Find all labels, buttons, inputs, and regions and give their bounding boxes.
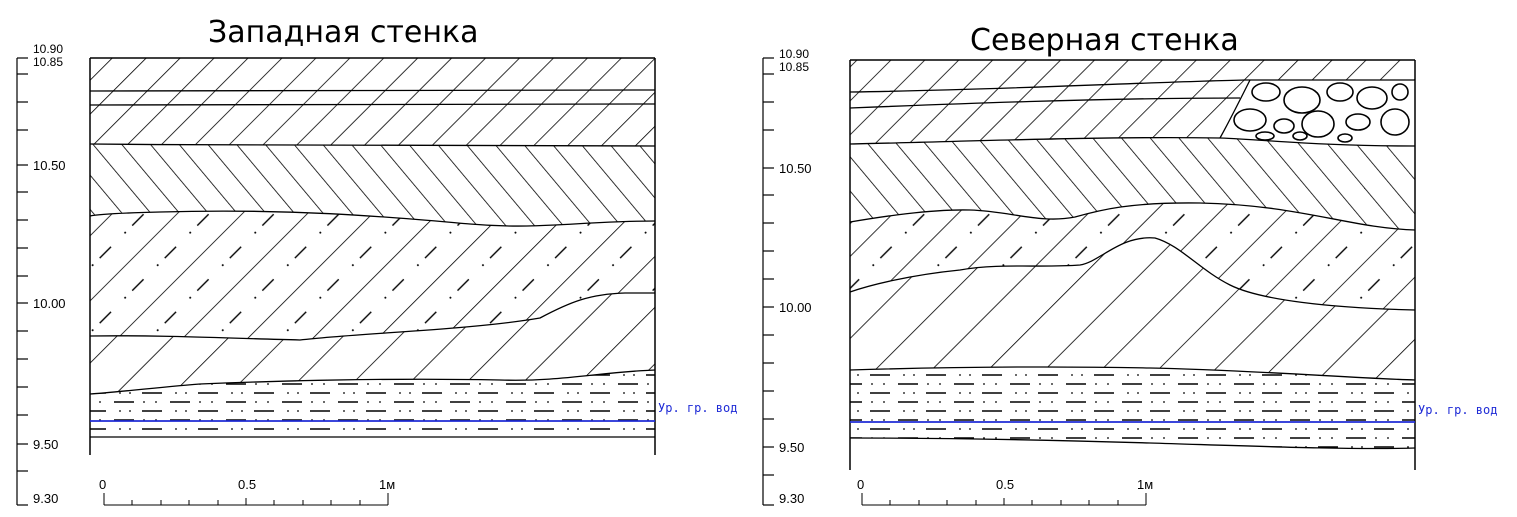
- scale-label: 0: [857, 477, 864, 492]
- layer-loam: [90, 211, 655, 340]
- scale-label: 1м: [379, 477, 395, 492]
- elevation-label: 9.50: [33, 437, 58, 452]
- panel-title: Северная стенка: [970, 23, 1239, 58]
- layer-clay: [850, 237, 1415, 380]
- scale-bar: 0 0.5 1м: [857, 477, 1153, 506]
- elevation-label: 10.90: [779, 47, 809, 61]
- scale-label: 0: [99, 477, 106, 492]
- north-wall-panel: Северная стенка: [762, 23, 1497, 506]
- elevation-label: 10.85: [779, 60, 809, 74]
- elevation-label: 10.50: [33, 158, 66, 173]
- water-level-label: Ур. гр. вод: [1418, 403, 1497, 417]
- elevation-axis: 10.90 10.85 10.50 10.00 9.50 9.30: [16, 42, 66, 506]
- west-wall-panel: Западная стенка: [16, 15, 737, 506]
- layer-loam: [850, 202, 1415, 310]
- elevation-label: 10.90: [33, 42, 63, 56]
- layer-loam-dense: [850, 137, 1415, 230]
- scale-label: 0.5: [238, 477, 256, 492]
- elevation-axis: 10.90 10.85 10.50 10.00 9.50 9.30: [762, 47, 812, 506]
- layer-gravel: [1220, 80, 1415, 146]
- scale-bar: 0 0.5 1м: [99, 477, 395, 506]
- layer-clay: [90, 293, 655, 394]
- scale-label: 1м: [1137, 477, 1153, 492]
- elevation-label: 10.85: [33, 55, 63, 69]
- water-level-label: Ур. гр. вод: [658, 401, 737, 415]
- elevation-label: 10.00: [779, 300, 812, 315]
- water-level: Ур. гр. вод: [90, 401, 737, 422]
- layer-sandy-loam: [850, 366, 1415, 449]
- elevation-label: 9.30: [779, 491, 804, 506]
- layer-loam-dense: [90, 144, 655, 227]
- layer-fill: [90, 58, 655, 146]
- elevation-label: 9.50: [779, 440, 804, 455]
- elevation-label: 10.00: [33, 296, 66, 311]
- elevation-label: 9.30: [33, 491, 58, 506]
- soil-layers: [89, 57, 656, 455]
- scale-label: 0.5: [996, 477, 1014, 492]
- soil-layers: [849, 59, 1416, 470]
- elevation-label: 10.50: [779, 161, 812, 176]
- water-level: Ур. гр. вод: [850, 403, 1497, 423]
- panel-title: Западная стенка: [208, 15, 478, 50]
